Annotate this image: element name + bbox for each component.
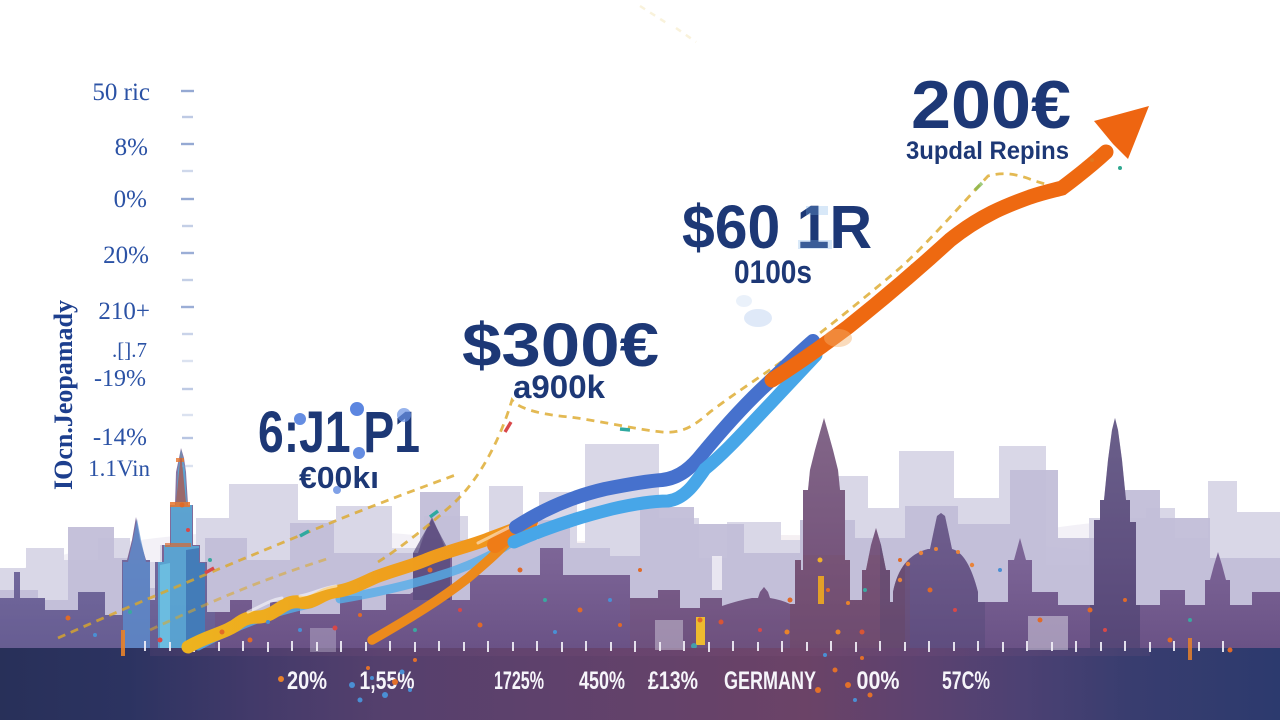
svg-text:-14%: -14% bbox=[93, 424, 147, 451]
svg-text:20%: 20% bbox=[103, 242, 149, 269]
svg-text:a900k: a900k bbox=[513, 369, 605, 405]
svg-text:00%: 00% bbox=[857, 667, 900, 695]
svg-text:450%: 450% bbox=[579, 667, 625, 695]
svg-text:200€: 200€ bbox=[911, 67, 1071, 143]
svg-text:IOcn.Jeopamady: IOcn.Jeopamady bbox=[49, 300, 78, 490]
svg-text:1725%: 1725% bbox=[494, 667, 544, 695]
svg-text:57C%: 57C% bbox=[942, 667, 990, 695]
svg-text:210+: 210+ bbox=[98, 298, 150, 325]
svg-text:.[].7: .[].7 bbox=[112, 338, 147, 362]
svg-text:-19%: -19% bbox=[94, 366, 146, 392]
svg-text:$60 1R: $60 1R bbox=[682, 193, 872, 261]
svg-text:0100s: 0100s bbox=[734, 254, 812, 290]
svg-text:6:J1 P1: 6:J1 P1 bbox=[258, 400, 420, 465]
svg-text:50 ric: 50 ric bbox=[92, 79, 150, 106]
svg-text:GERMANY: GERMANY bbox=[724, 667, 816, 695]
svg-text:1.1Vin: 1.1Vin bbox=[88, 456, 150, 481]
svg-text:0%: 0% bbox=[114, 186, 147, 213]
svg-text:£13%: £13% bbox=[648, 667, 698, 695]
svg-text:1,55%: 1,55% bbox=[360, 667, 415, 695]
svg-text:3updal Repins: 3updal Repins bbox=[906, 137, 1069, 165]
svg-text:$300€: $300€ bbox=[462, 311, 659, 379]
svg-text:8%: 8% bbox=[115, 134, 148, 161]
svg-text:20%: 20% bbox=[287, 667, 327, 695]
